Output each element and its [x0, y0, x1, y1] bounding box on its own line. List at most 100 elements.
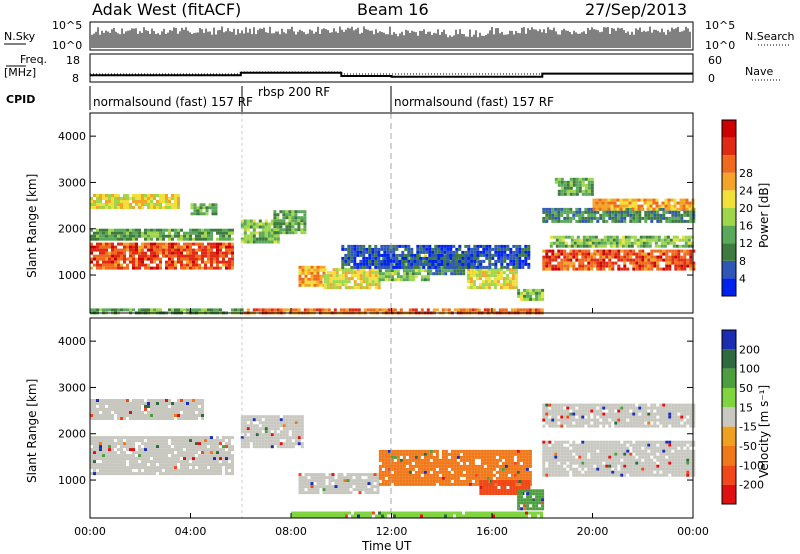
- power-cell: [531, 308, 535, 312]
- velocity-cell: [294, 433, 298, 437]
- velocity-cell: [219, 439, 222, 443]
- power-cell: [545, 249, 549, 253]
- power-cell: [638, 261, 642, 265]
- power-cell: [90, 242, 93, 246]
- power-cell: [626, 207, 630, 211]
- power-cell: [144, 251, 147, 255]
- power-cell: [631, 201, 635, 205]
- power-cell: [159, 231, 162, 235]
- power-cell: [590, 183, 594, 187]
- power-cell: [216, 263, 219, 267]
- power-cell: [270, 308, 274, 312]
- power-cell: [174, 234, 177, 238]
- power-cell: [511, 268, 515, 272]
- velocity-cell: [426, 467, 430, 471]
- velocity-cell: [189, 454, 192, 458]
- velocity-cell: [177, 408, 180, 411]
- velocity-cell: [313, 485, 317, 489]
- power-cell: [674, 219, 678, 223]
- velocity-cell: [204, 451, 207, 455]
- velocity-cell: [189, 451, 192, 455]
- velocity-cell: [304, 482, 308, 486]
- power-cell: [441, 269, 445, 273]
- power-cell: [303, 225, 307, 229]
- power-cell: [123, 266, 126, 270]
- velocity-cell: [135, 417, 138, 420]
- velocity-cell: [126, 457, 129, 461]
- power-cell: [153, 254, 156, 258]
- power-cell: [350, 286, 354, 290]
- velocity-cell: [141, 460, 144, 464]
- power-cell: [135, 242, 138, 246]
- velocity-cell: [355, 482, 359, 486]
- velocity-cell: [273, 424, 277, 428]
- velocity-cell: [135, 399, 138, 402]
- velocity-cell: [343, 479, 347, 483]
- power-cell: [365, 250, 369, 254]
- velocity-cell: [249, 421, 253, 425]
- velocity-cell: [111, 451, 114, 455]
- velocity-cell: [420, 452, 424, 456]
- power-cell: [443, 247, 447, 251]
- power-cell: [102, 251, 105, 255]
- velocity-cell: [171, 448, 174, 452]
- velocity-cell: [364, 473, 368, 477]
- power-cell: [462, 269, 466, 273]
- power-cell: [620, 258, 624, 262]
- power-cell: [499, 268, 503, 272]
- velocity-cell: [219, 457, 222, 461]
- power-cell: [186, 251, 189, 255]
- power-cell: [443, 250, 447, 254]
- velocity-cell: [373, 476, 377, 480]
- power-cell: [279, 222, 283, 226]
- velocity-cell: [444, 449, 448, 453]
- power-cell: [560, 189, 564, 193]
- velocity-cell: [396, 461, 400, 465]
- power-cell: [624, 241, 628, 245]
- velocity-cell: [297, 427, 301, 431]
- power-cell: [344, 253, 348, 257]
- power-cell: [545, 210, 549, 214]
- velocity-cell: [132, 436, 135, 440]
- velocity-cell: [168, 466, 171, 470]
- velocity-cell: [417, 452, 421, 456]
- velocity-cell: [147, 454, 150, 458]
- velocity-cell: [108, 411, 111, 414]
- power-cell: [560, 219, 564, 223]
- power-cell: [453, 308, 457, 312]
- velocity-cell: [322, 476, 326, 480]
- power-cell: [375, 308, 379, 312]
- power-cell: [620, 267, 624, 271]
- velocity-cell: [270, 424, 274, 428]
- power-cell: [587, 180, 591, 184]
- power-cell: [603, 244, 607, 248]
- velocity-cell: [207, 460, 210, 464]
- power-cell: [623, 249, 627, 253]
- power-cell: [662, 249, 666, 253]
- power-cell: [469, 280, 473, 284]
- velocity-cell: [216, 445, 219, 449]
- nsky-panel: N.Sky 10^5 10^0 10^5 10^0 N.Search: [4, 19, 795, 52]
- velocity-cell: [180, 436, 183, 440]
- velocity-cell: [210, 448, 213, 452]
- power-cell: [592, 201, 596, 205]
- velocity-cell: [189, 408, 192, 411]
- power-cell: [99, 254, 102, 258]
- velocity-cell: [297, 436, 301, 440]
- power-cell: [487, 280, 491, 284]
- power-cell: [623, 210, 627, 214]
- velocity-cell: [135, 411, 138, 414]
- velocity-cell: [165, 451, 168, 455]
- velocity-cell: [117, 469, 120, 473]
- power-cell: [617, 258, 621, 262]
- power-cell: [548, 249, 552, 253]
- power-cell: [356, 262, 360, 266]
- power-cell: [602, 249, 606, 253]
- velocity-cell: [201, 442, 204, 446]
- power-cell: [620, 216, 624, 220]
- velocity-cell: [201, 445, 204, 449]
- power-cell: [297, 308, 301, 312]
- velocity-cell: [117, 402, 120, 405]
- velocity-cell: [282, 421, 286, 425]
